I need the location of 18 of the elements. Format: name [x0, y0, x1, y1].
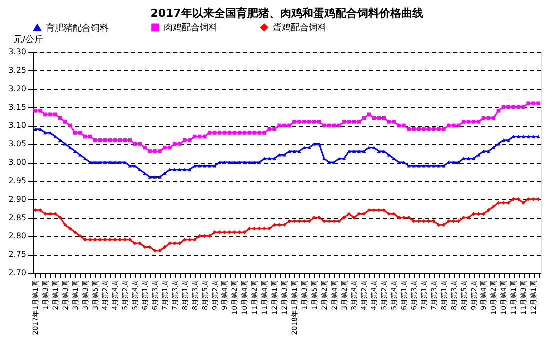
y-tick-label: 3.00 — [8, 158, 26, 167]
y-tick-label: 2.70 — [8, 268, 26, 278]
y-tick-label: 3.30 — [8, 48, 26, 56]
y-tick-label: 2.75 — [8, 250, 26, 260]
legend-label: 蛋鸡配合饲料 — [273, 22, 327, 34]
y-tick-label: 2.90 — [8, 194, 26, 204]
y-tick-label: 3.25 — [8, 66, 26, 75]
y-tick-label: 3.15 — [8, 102, 26, 112]
chart-title: 2017年以来全国育肥猪、肉鸡和蛋鸡配合饲料价格曲线 — [150, 7, 424, 20]
legend-label: 育肥猪配合饲料 — [46, 22, 109, 34]
y-tick-label: 3.05 — [8, 140, 26, 149]
y-axis-title: 元/公斤 — [14, 34, 44, 46]
legend-label: 肉鸡配合饲料 — [164, 22, 218, 34]
y-tick-label: 3.10 — [8, 121, 26, 130]
y-tick-label: 2.80 — [8, 232, 26, 241]
y-tick-label: 2.85 — [8, 213, 26, 222]
y-tick-label: 3.20 — [8, 84, 26, 94]
y-tick-label: 2.95 — [8, 176, 26, 186]
